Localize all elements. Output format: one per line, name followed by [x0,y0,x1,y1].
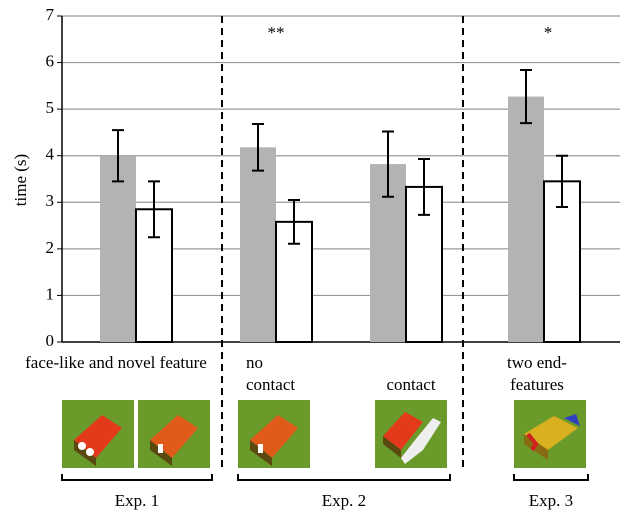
y-tick-label: 3 [46,191,55,210]
significance-annotation: * [544,23,553,42]
y-tick-label: 1 [46,284,55,303]
y-tick-label: 0 [46,331,55,350]
significance-annotation: ** [268,23,285,42]
experiment-brackets [62,474,588,480]
x-category-label: contact [376,374,446,396]
stimulus-images [62,400,586,468]
x-category-label: face-like and novel feature [18,352,214,374]
y-tick-label: 6 [46,51,55,70]
bar [240,147,276,342]
bar [508,97,544,342]
y-tick-label: 7 [46,5,55,24]
x-category-label: two end-features [492,352,582,396]
experiment-label: Exp. 2 [322,491,366,510]
experiment-label: Exp. 1 [115,491,159,510]
experiment-label: Exp. 3 [529,491,573,510]
y-axis-label: time (s) [11,154,30,206]
y-tick-label: 2 [46,238,55,257]
page: time (s) 01234567***Exp. 1Exp. 2Exp. 3 (… [0,0,620,519]
x-category-label: no contact [246,352,306,396]
y-tick-label: 4 [46,145,55,164]
chart: time (s) 01234567***Exp. 1Exp. 2Exp. 3 [0,0,620,519]
bar [100,156,136,342]
y-tick-label: 5 [46,98,55,117]
